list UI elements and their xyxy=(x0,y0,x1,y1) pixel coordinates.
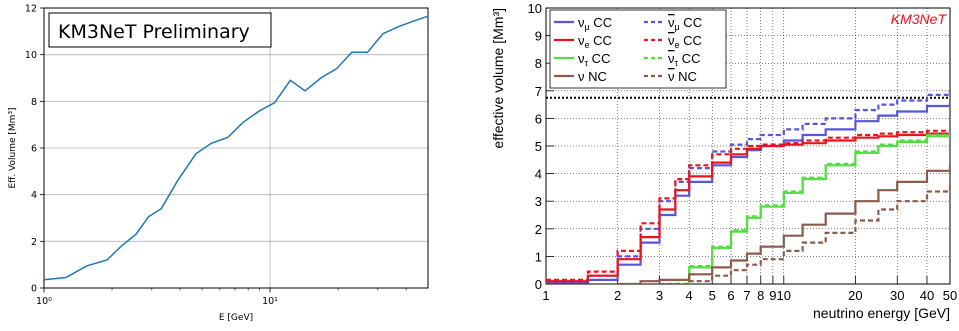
legend-label-base: ν xyxy=(668,33,675,48)
legend-label: ν NC xyxy=(668,69,697,84)
x-tick-label: 8 xyxy=(757,288,764,303)
legend-entry: νμ CC xyxy=(644,15,702,32)
y-tick-label: 6 xyxy=(31,144,37,155)
legend-label: νμ CC xyxy=(578,15,612,32)
x-axis-label: E [GeV] xyxy=(219,313,253,323)
legend-label-sub: e xyxy=(675,40,680,50)
y-tick-label: 5 xyxy=(535,139,542,154)
y-tick-label: 6 xyxy=(535,111,542,126)
legend-entry: ν NC xyxy=(644,69,697,84)
legend-entry: νμ CC xyxy=(554,15,612,32)
legend-label-sub: μ xyxy=(675,22,680,32)
y-tick-label: 8 xyxy=(535,56,542,71)
x-tick-label: 7 xyxy=(743,288,750,303)
legend-label-sub: e xyxy=(585,40,590,50)
x-axis-label: neutrino energy [GeV] xyxy=(813,305,950,321)
legend-label-sub: μ xyxy=(585,22,590,32)
legend-label-rest: CC xyxy=(680,33,702,48)
legend-label-rest: CC xyxy=(678,51,700,66)
annotation-box: KM3NeT Preliminary xyxy=(48,12,272,48)
annotation-frame xyxy=(48,12,272,48)
x-tick-label: 40 xyxy=(920,288,934,303)
y-tick-label: 7 xyxy=(535,84,542,99)
x-tick-label: 6 xyxy=(727,288,734,303)
legend-label: νe CC xyxy=(668,33,702,50)
legend-label-rest: NC xyxy=(585,69,607,84)
x-tick-label: 5 xyxy=(709,288,716,303)
y-tick-label: 4 xyxy=(31,190,37,201)
series-line-7 xyxy=(659,183,950,284)
x-tick-label: 10 xyxy=(777,288,791,303)
x-tick-label: 1 xyxy=(542,288,549,303)
legend-label-rest: CC xyxy=(590,33,612,48)
y-tick-label: 9 xyxy=(535,29,542,44)
legend-entry: νe CC xyxy=(554,33,612,50)
chart-left-eff-volume: 0 2 4 6 8 10 12 10⁰ 10¹ E [GeV] Eff. Volume [Mm³] K… xyxy=(8,4,429,323)
y-tick-label: 2 xyxy=(31,237,37,248)
legend-label-base: ν xyxy=(578,69,585,84)
legend-label-base: ν xyxy=(578,15,585,30)
legend-entry: ντ CC xyxy=(554,51,610,68)
legend-label-base: ν xyxy=(578,33,585,48)
series-line-5 xyxy=(675,130,950,284)
y-axis-label: Eff. Volume [Mm³] xyxy=(8,107,18,188)
x-tick-label: 3 xyxy=(656,288,663,303)
x-tick-label: 9 xyxy=(769,288,776,303)
legend-label-rest: CC xyxy=(588,51,610,66)
x-tick-label: 20 xyxy=(848,288,862,303)
legend-label-rest: CC xyxy=(680,15,702,30)
legend-label-base: ν xyxy=(668,69,675,84)
legend-label: ντ CC xyxy=(578,51,610,68)
x-tick-label: 50 xyxy=(943,288,957,303)
y-tick-label: 3 xyxy=(535,194,542,209)
legend-entry: νe CC xyxy=(644,33,702,50)
x-tick-label: 30 xyxy=(890,288,904,303)
x-tick-label: 4 xyxy=(686,288,693,303)
legend-label-rest: NC xyxy=(675,69,697,84)
series-line-6 xyxy=(617,165,950,284)
y-tick-label: 4 xyxy=(535,167,542,182)
y-tick-label: 10 xyxy=(528,1,542,16)
x-tick-label: 2 xyxy=(614,288,621,303)
y-tick-label: 12 xyxy=(25,4,37,15)
legend-entry: ν NC xyxy=(554,69,607,84)
y-tick-label: 0 xyxy=(31,284,37,295)
y-tick-label: 8 xyxy=(31,97,37,108)
legend-label-base: ν xyxy=(668,51,675,66)
legend-label: ντ CC xyxy=(668,51,700,68)
legend-label-sub: τ xyxy=(675,58,679,68)
legend-label-base: ν xyxy=(668,15,675,30)
annotation-text: KM3NeT xyxy=(891,11,948,27)
legend-label-base: ν xyxy=(578,51,585,66)
legend-label: νe CC xyxy=(578,33,612,50)
legend-entry: ντ CC xyxy=(644,51,700,68)
legend-label: ν NC xyxy=(578,69,607,84)
legend-frame xyxy=(549,9,727,89)
annotation-text: KM3NeT Preliminary xyxy=(58,21,250,43)
x-tick-label: 10¹ xyxy=(262,296,278,307)
legend-label: νμ CC xyxy=(668,15,702,32)
y-tick-label: 1 xyxy=(535,249,542,264)
x-tick-label: 10⁰ xyxy=(36,296,52,307)
series-line xyxy=(43,15,429,281)
y-tick-label: 10 xyxy=(25,50,37,61)
y-axis-label: effective volume [Mm³] xyxy=(490,8,506,149)
y-tick-label: 2 xyxy=(535,222,542,237)
y-tick-label: 0 xyxy=(535,277,542,292)
legend-label-rest: CC xyxy=(590,15,612,30)
legend-label-sub: τ xyxy=(585,58,589,68)
